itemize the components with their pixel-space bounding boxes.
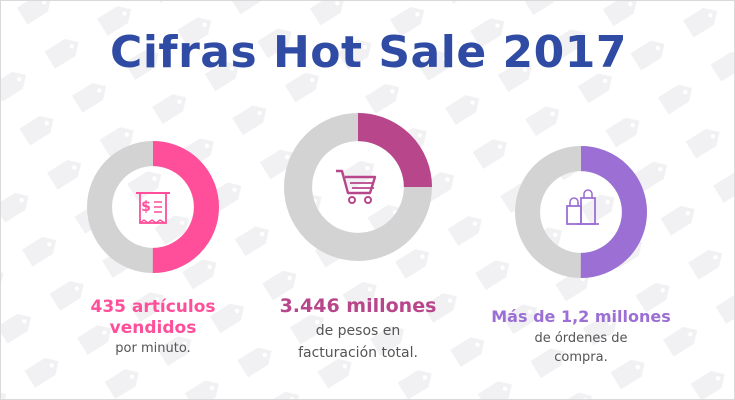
caption-detail: de pesos en facturación total. [298, 323, 418, 361]
caption-highlight: Más de 1,2 millones [491, 307, 671, 326]
receipt-dollar-icon: $ [136, 192, 170, 224]
caption-detail: de órdenes de compra. [534, 331, 628, 365]
donut-highlight-segment [515, 146, 647, 278]
donut-chart-facturacion [284, 113, 432, 261]
caption-articulos: 435 artículos vendidos por minuto. [73, 297, 233, 358]
page-title: Cifras Hot Sale 2017 [110, 27, 627, 78]
donut-ring [515, 146, 647, 278]
shopping-bags-icon [566, 189, 599, 225]
donut-highlight-segment [284, 113, 432, 261]
shopping-cart-icon [336, 169, 377, 204]
svg-text:$: $ [141, 199, 151, 215]
donut-highlight-segment [87, 141, 219, 273]
donut-ring [87, 141, 219, 273]
caption-highlight: 3.446 millones [279, 295, 437, 317]
caption-facturacion: 3.446 millones de pesos en facturación t… [263, 294, 453, 364]
caption-highlight: 435 artículos vendidos [90, 297, 216, 338]
donut-chart-articulos: $ [87, 141, 219, 273]
donut-chart-ordenes [515, 146, 647, 278]
donut-ring [284, 113, 432, 261]
caption-detail: por minuto. [115, 341, 191, 356]
caption-ordenes: Más de 1,2 millones de órdenes de compra… [476, 306, 686, 367]
